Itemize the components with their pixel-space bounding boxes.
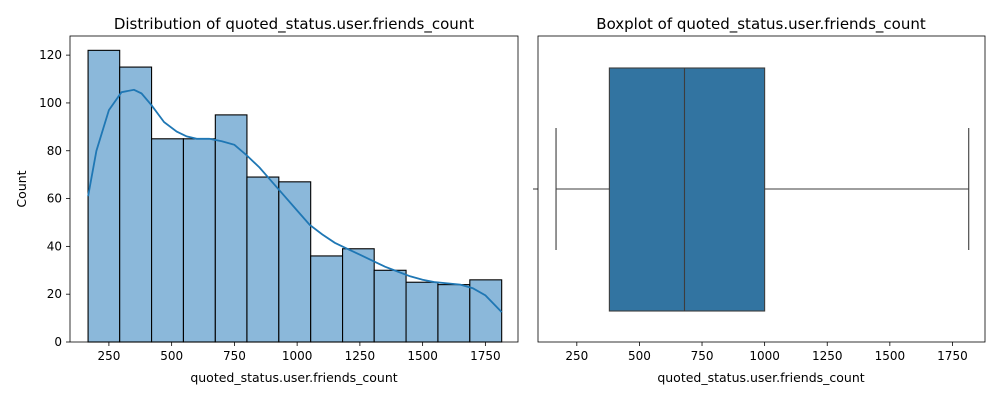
boxplot-x-tick-label: 1500 [875,349,906,363]
histogram-x-tick-label: 1750 [470,349,501,363]
histogram-y-tick-label: 40 [47,239,62,253]
boxplot-x-tick-label: 1750 [937,349,968,363]
boxplot-title: Boxplot of quoted_status.user.friends_co… [596,15,926,34]
histogram-bar [437,284,471,343]
histogram-x-tick-label: 500 [160,349,183,363]
boxplot-shapes [555,67,970,312]
histogram-x-tick-label: 1250 [345,349,376,363]
boxplot-box [608,67,766,312]
histogram-bar [373,269,407,343]
histogram-y-tick-label: 60 [47,192,62,206]
histogram-title: Distribution of quoted_status.user.frien… [114,15,474,34]
boxplot-x-tick-label: 1250 [812,349,843,363]
boxplot-axes-frame [537,35,986,343]
boxplot-x-tick-label: 500 [628,349,651,363]
histogram-y-tick-label: 100 [39,96,62,110]
histogram-x-tick-label: 1000 [282,349,313,363]
histogram-x-ticks: 250 500 750 1000 1250 1500 1750 [97,342,501,363]
histogram-y-tick-label: 0 [54,335,62,349]
histogram-axes-frame [69,35,519,343]
histogram-y-tick-label: 20 [47,287,62,301]
histogram-bar [87,49,121,343]
histogram-bar [182,138,216,343]
histogram-bar [214,114,248,343]
histogram-bar [151,138,184,343]
boxplot-panel: Boxplot of quoted_status.user.friends_co… [533,15,986,385]
histogram-x-tick-label: 1500 [407,349,438,363]
boxplot-x-label: quoted_status.user.friends_count [657,370,864,385]
histogram-x-label: quoted_status.user.friends_count [190,370,397,385]
histogram-bar [246,176,280,343]
boxplot-x-tick-label: 250 [565,349,588,363]
boxplot-x-ticks: 250 500 750 1000 1250 1500 1750 [565,342,968,363]
histogram-bars [87,49,503,343]
boxplot-x-tick-label: 1000 [749,349,780,363]
histogram-x-tick-label: 250 [97,349,120,363]
histogram-bar [119,66,153,343]
histogram-y-tick-label: 120 [39,48,62,62]
histogram-y-tick-label: 80 [47,144,62,158]
histogram-bar [342,248,375,343]
boxplot-x-tick-label: 750 [691,349,714,363]
histogram-bar [310,255,344,343]
histogram-y-ticks: 0 20 40 60 80 100 120 [39,48,70,349]
histogram-x-tick-label: 750 [223,349,246,363]
histogram-bar [405,281,439,343]
histogram-bar [278,181,312,343]
histogram-panel: Distribution of quoted_status.user.frien… [14,15,519,385]
histogram-kde-line [87,88,503,313]
histogram-y-label: Count [14,170,29,207]
